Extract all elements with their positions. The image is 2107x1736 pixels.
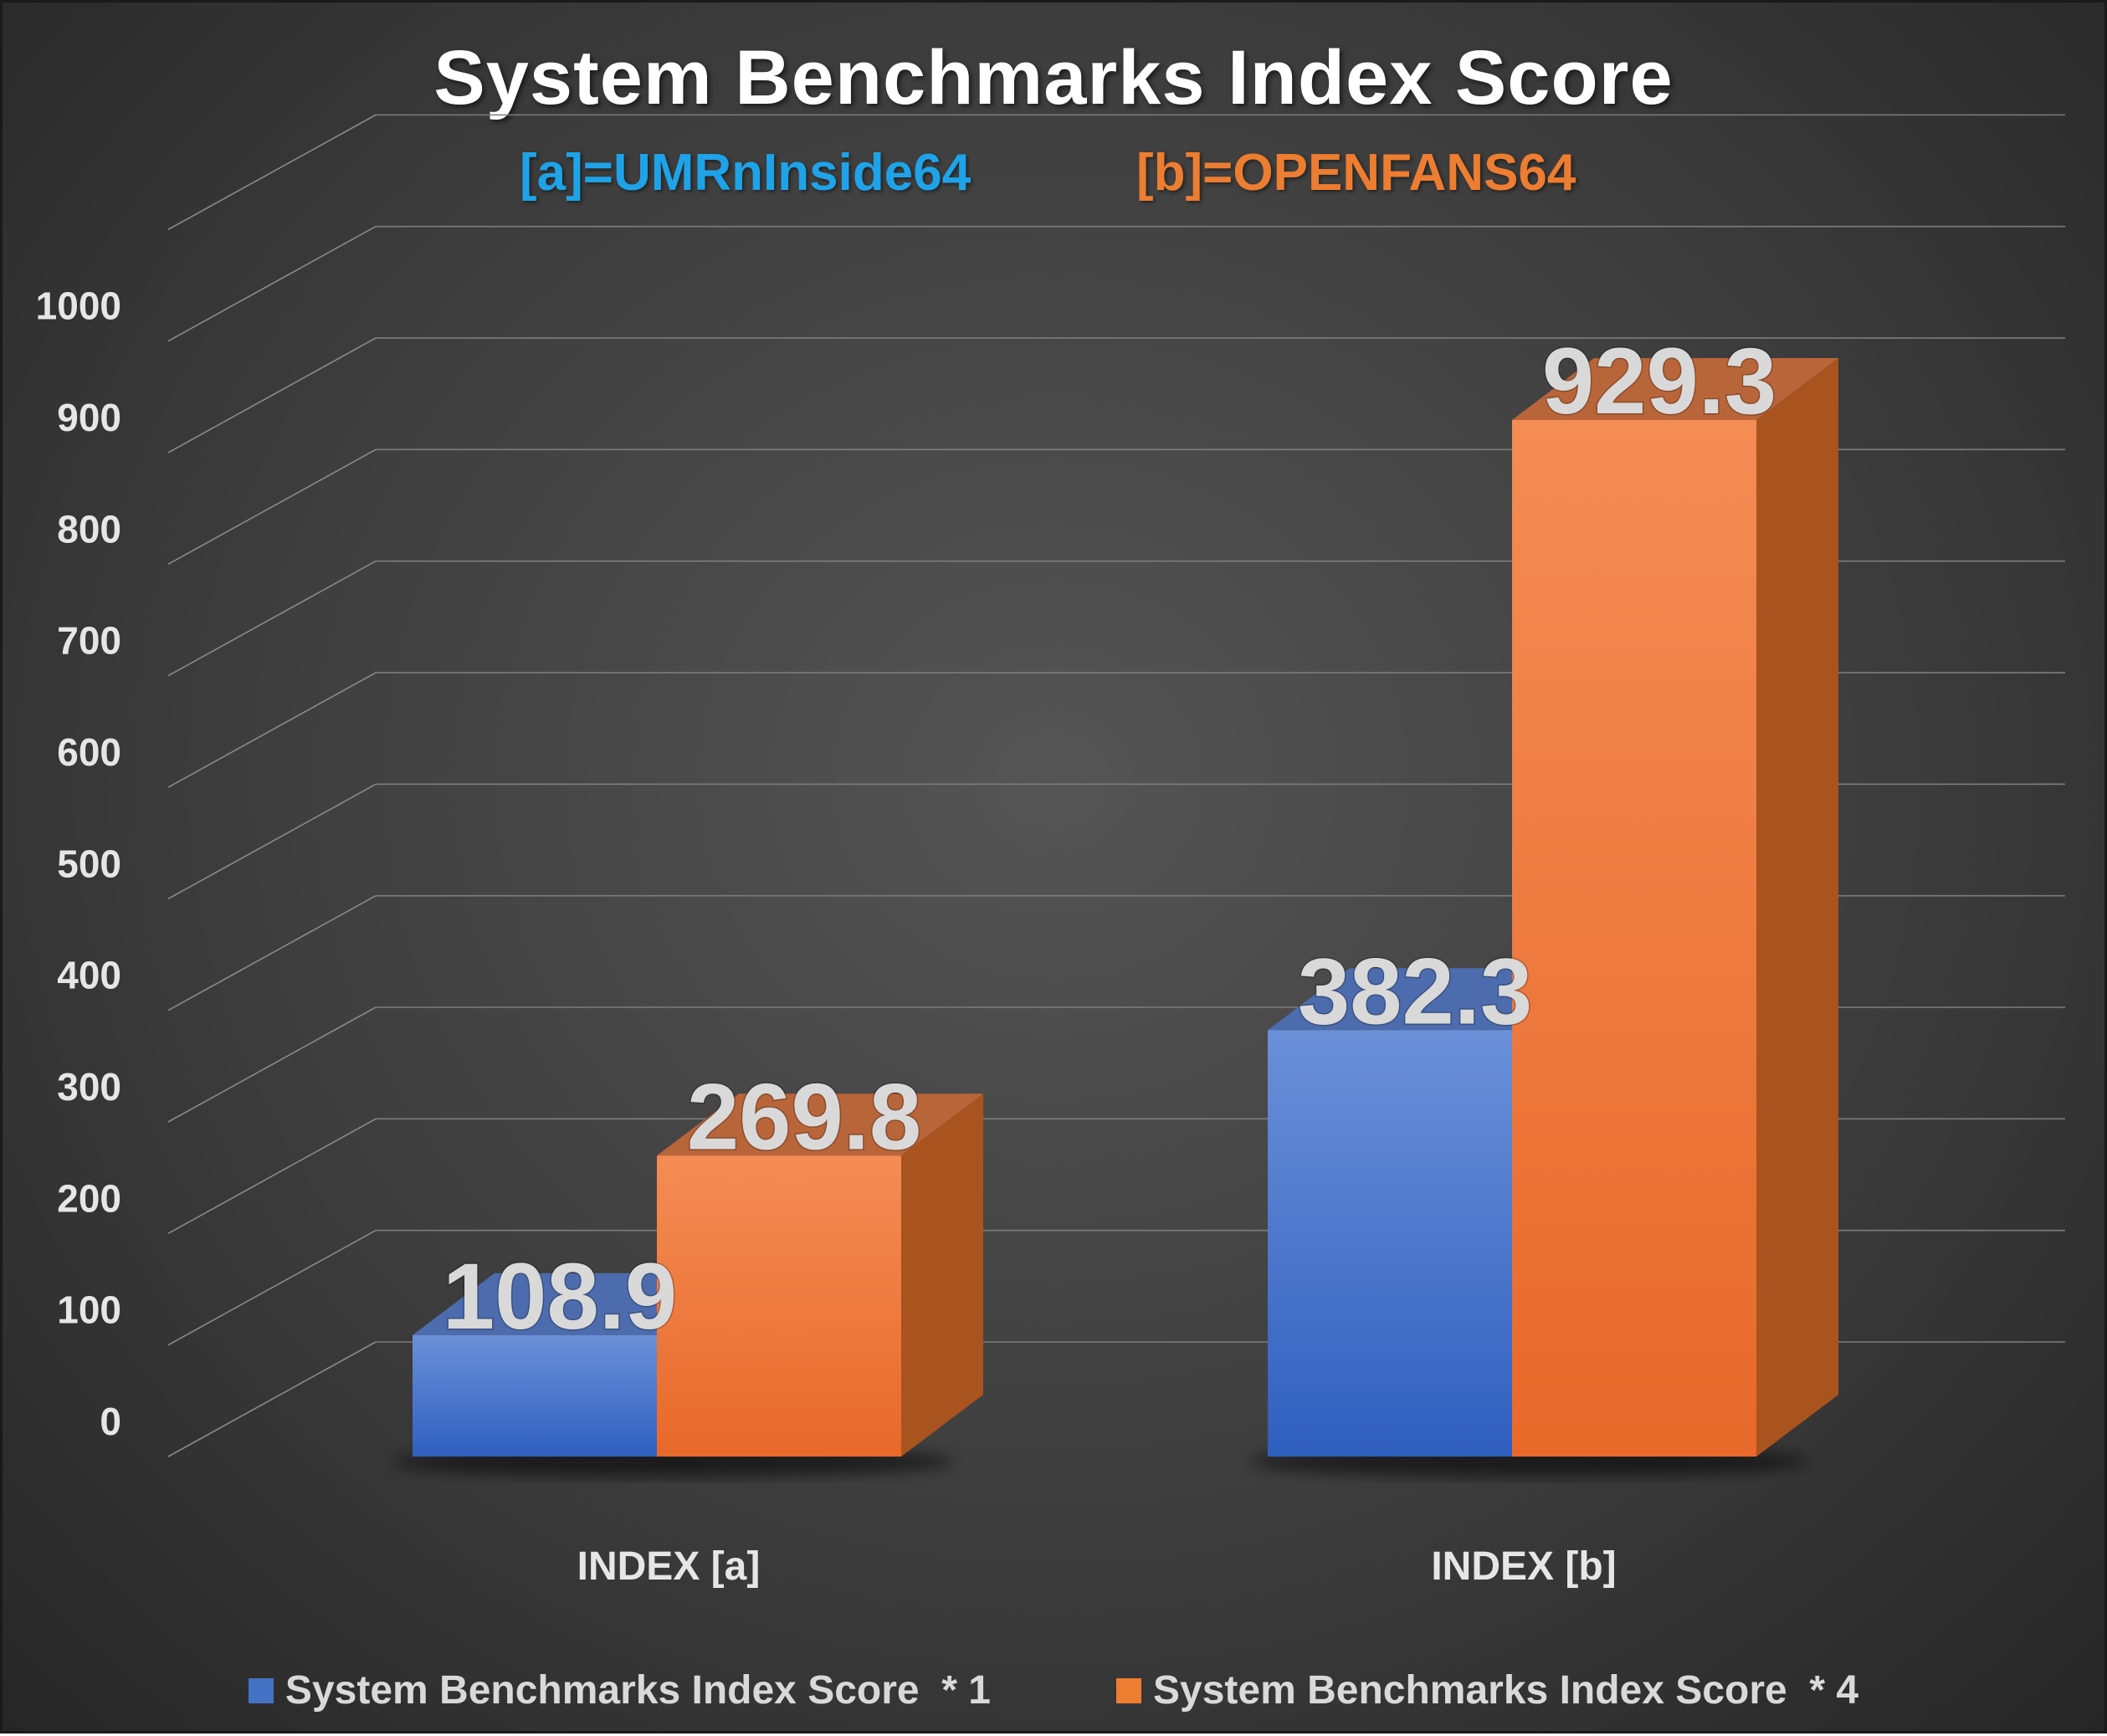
data-label-series-1-1: 382.3: [1298, 939, 1532, 1043]
bar-top-series-2-1: [1512, 357, 1838, 420]
y-tick-label-600: 600: [57, 730, 121, 774]
y-tick-label-900: 900: [57, 396, 121, 439]
bar-side-series-2-0: [901, 1093, 983, 1457]
gridline-side-700: [167, 560, 377, 677]
bar-series-1-1: [1268, 1030, 1512, 1457]
x-category-label-0: INDEX [a]: [577, 1544, 761, 1589]
y-tick-label-200: 200: [57, 1176, 121, 1220]
gridline-side-900: [167, 337, 377, 453]
y-tick-label-700: 700: [57, 619, 121, 663]
x-category-label-1: INDEX [b]: [1431, 1544, 1616, 1589]
gridline-side-1100: [167, 114, 377, 231]
chart-plot: 0 100 200 300 400 500 600 700 800 900 1000 108.9269…: [36, 114, 2065, 1589]
bar-top-series-2-0: [657, 1093, 983, 1156]
gridline-side-400: [167, 894, 377, 1011]
y-tick-label-500: 500: [57, 842, 121, 885]
y-tick-label-1000: 1000: [36, 284, 121, 328]
y-tick-label-800: 800: [57, 507, 121, 551]
legend-swatch-series-2: [1116, 1677, 1141, 1703]
gridline-side-600: [167, 672, 377, 788]
subtitle-a: [a]=UMRnInside64: [520, 144, 971, 202]
gridline-side-300: [167, 1006, 377, 1123]
y-tick-label-0: 0: [100, 1400, 121, 1443]
gridline-side-0: [167, 1341, 377, 1457]
legend-label-series-2: System Benchmarks Index Score * 4: [1153, 1668, 1859, 1713]
gridline-side-100: [167, 1229, 377, 1346]
legend: System Benchmarks Index Score * 1 System…: [3, 1667, 2104, 1713]
subtitle-b: [b]=OPENFANS64: [1136, 144, 1576, 202]
chart-title: System Benchmarks Index Score: [433, 35, 1674, 120]
data-label-series-2-0: 269.8: [687, 1064, 921, 1169]
gridline-side-500: [167, 783, 377, 900]
bar-series-2-0: [657, 1155, 901, 1457]
legend-swatch-series-1: [248, 1677, 274, 1703]
bar-series-2-1: [1512, 419, 1756, 1457]
gridline-side-200: [167, 1118, 377, 1235]
legend-label-series-1: System Benchmarks Index Score * 1: [285, 1668, 991, 1713]
gridline-side-1000: [167, 225, 377, 342]
y-tick-label-300: 300: [57, 1065, 121, 1109]
gridline-side-800: [167, 448, 377, 566]
y-tick-label-400: 400: [57, 954, 121, 997]
bar-side-series-2-1: [1756, 357, 1838, 1457]
legend-item-series-1: System Benchmarks Index Score * 1: [248, 1667, 991, 1713]
data-label-series-2-1: 929.3: [1542, 329, 1776, 433]
bar-series-1-0: [413, 1334, 657, 1457]
legend-item-series-2: System Benchmarks Index Score * 4: [1116, 1667, 1858, 1713]
y-tick-label-100: 100: [57, 1288, 121, 1332]
data-label-series-1-0: 108.9: [443, 1244, 677, 1349]
